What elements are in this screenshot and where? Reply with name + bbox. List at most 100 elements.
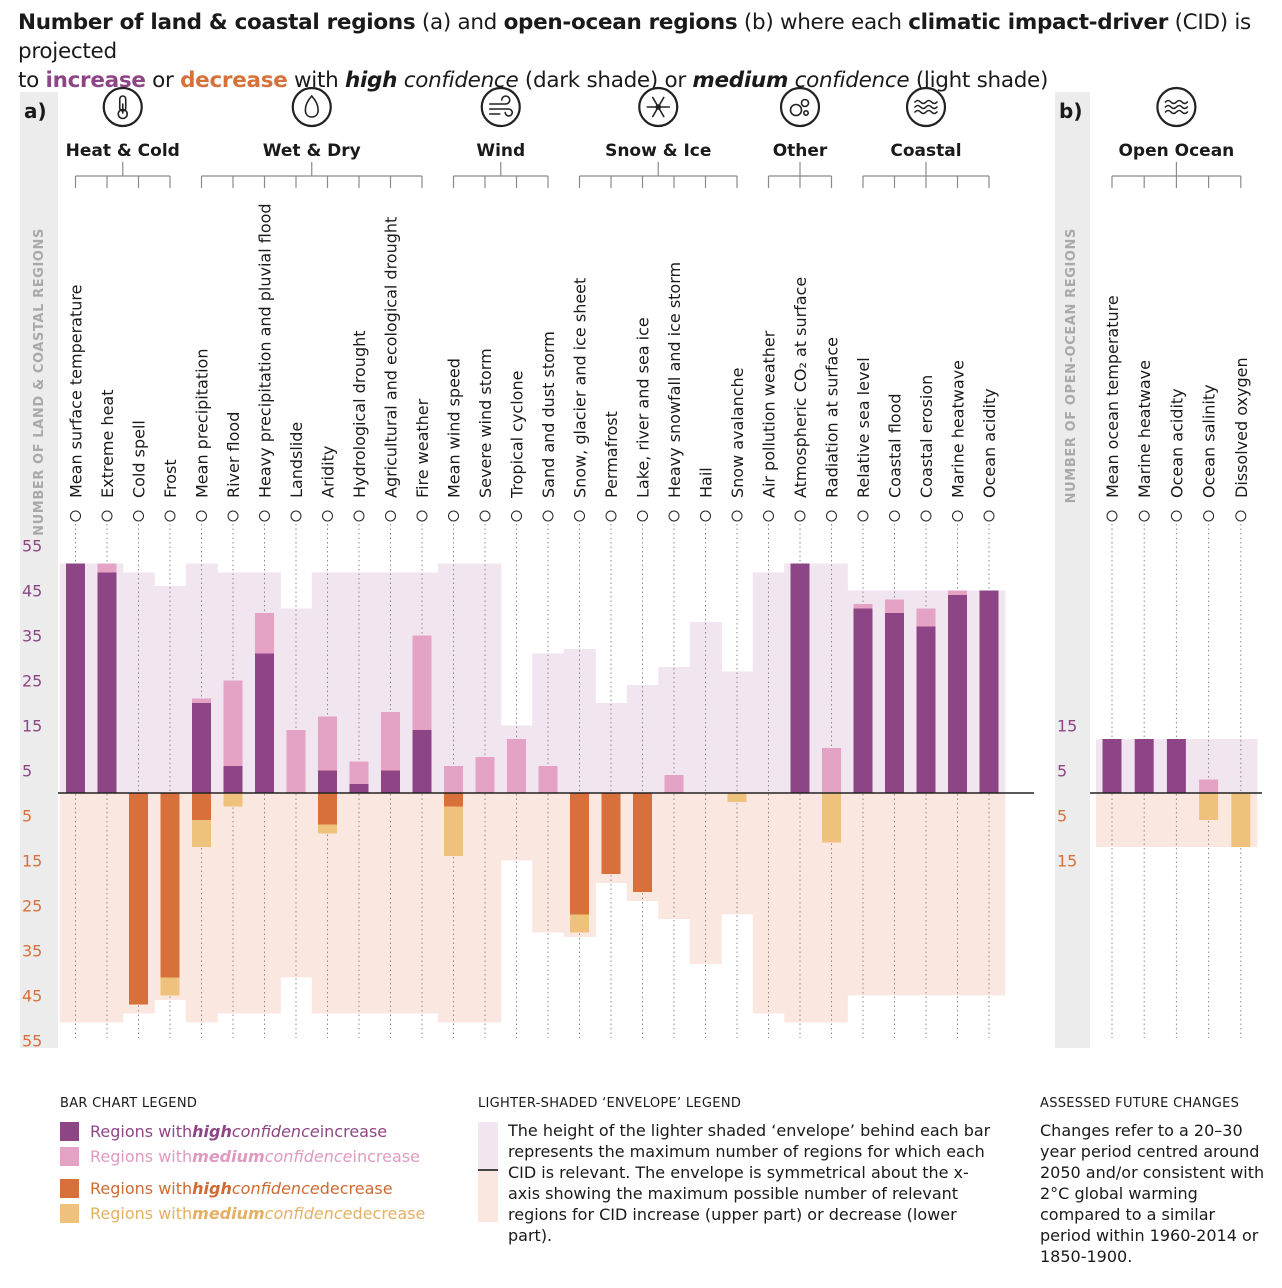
cid-label-agricultural-and-ecological-drought: Agricultural and ecological drought — [382, 217, 401, 498]
bar-medium-increase — [349, 761, 369, 784]
bar-medium-increase — [286, 730, 306, 793]
cid-label-hydrological-drought: Hydrological drought — [350, 330, 369, 498]
group-title: Heat & Cold — [66, 141, 180, 161]
y-axis-title-a: NUMBER OF LAND & COASTAL REGIONS — [32, 228, 47, 536]
bar-medium-decrease — [192, 820, 211, 847]
envelope-legend-text: The height of the lighter shaded ‘envelo… — [508, 1121, 991, 1245]
cid-marker-circle — [1138, 510, 1150, 522]
legend-medium-increase: Regions with medium confidence increase — [60, 1147, 420, 1166]
y-tick-label-increase: 5 — [1057, 762, 1067, 781]
cid-label-tropical-cyclone: Tropical cyclone — [508, 371, 527, 499]
bar-high-increase — [192, 703, 211, 793]
bubbles-icon — [779, 86, 821, 128]
envelope-legend: LIGHTER-SHADED ‘ENVELOPE’ LEGEND The hei… — [478, 1096, 1018, 1245]
cid-marker-circle — [952, 510, 963, 522]
bar-medium-increase — [318, 716, 337, 771]
cid-marker-circle — [1106, 510, 1118, 522]
cid-marker-circle — [605, 510, 617, 522]
bar-high-increase — [979, 590, 999, 793]
envelope-swatch-decrease — [478, 1170, 498, 1222]
chart-title: Number of land & coastal regions (a) and… — [18, 8, 1268, 95]
bar-high-decrease — [192, 793, 211, 820]
bar-high-decrease — [601, 793, 621, 874]
cid-marker-circle — [416, 510, 428, 522]
cid-marker-circle — [574, 510, 585, 522]
cid-label-mean-ocean-temperature: Mean ocean temperature — [1103, 295, 1122, 498]
bar-high-increase — [412, 730, 432, 793]
envelope-legend-title: LIGHTER-SHADED ‘ENVELOPE’ LEGEND — [478, 1096, 742, 1111]
cid-label-hail: Hail — [697, 467, 716, 498]
group-wind: Wind — [452, 86, 549, 188]
cid-marker-circle — [511, 510, 522, 522]
bar-medium-increase — [948, 590, 967, 595]
y-tick-label-increase: 5 — [22, 762, 32, 781]
panel-a: a)NUMBER OF LAND & COASTAL REGIONS554535… — [20, 86, 1034, 1051]
bar-high-decrease — [444, 793, 463, 807]
group-title: Open Ocean — [1118, 141, 1234, 161]
y-tick-label-decrease: 35 — [22, 942, 42, 961]
bar-medium-decrease — [223, 793, 243, 807]
y-tick-label-decrease: 15 — [22, 852, 42, 871]
bar-high-increase — [97, 572, 117, 793]
bar-medium-increase — [507, 739, 526, 793]
y-tick-label-increase: 35 — [22, 627, 42, 646]
wave-line — [914, 99, 938, 105]
cid-label-relative-sea-level: Relative sea level — [854, 357, 873, 498]
cid-marker-circle — [1203, 510, 1215, 522]
wave-line — [1164, 104, 1189, 110]
bar-medium-decrease — [1199, 793, 1219, 820]
cid-label-coastal-flood: Coastal flood — [886, 393, 905, 498]
swatch-medium-increase — [60, 1147, 79, 1166]
group-heat-cold: Heat & Cold — [66, 86, 180, 188]
cid-label-heavy-snowfall-and-ice-storm: Heavy snowfall and ice storm — [665, 262, 684, 498]
cid-label-ocean-acidity: Ocean acidity — [980, 388, 999, 498]
snowflake-icon — [638, 86, 679, 128]
cid-marker-circle — [164, 510, 176, 522]
cid-label-marine-heatwave: Marine heatwave — [949, 360, 968, 498]
envelope-decrease — [1095, 793, 1129, 847]
cid-marker-circle — [479, 510, 491, 522]
y-tick-label-decrease: 5 — [22, 807, 32, 826]
bar-medium-decrease — [1231, 793, 1251, 847]
wave-line — [914, 104, 938, 110]
y-axis-strip-a — [20, 92, 58, 1048]
cid-label-aridity: Aridity — [319, 446, 338, 498]
panel-label-a: a) — [24, 99, 47, 123]
wind-icon — [480, 86, 521, 128]
bar-medium-increase — [192, 698, 211, 703]
snowflake-arm — [651, 96, 665, 118]
envelope-increase — [595, 703, 628, 793]
bar-medium-increase — [223, 680, 243, 766]
bar-medium-increase — [885, 599, 904, 613]
legend-high-decrease: Regions with high confidence decrease — [60, 1179, 393, 1198]
icon-ring — [291, 86, 332, 128]
cid-marker-circle — [353, 510, 365, 522]
cid-label-atmospheric-co-at-surface: Atmospheric CO₂ at surface — [791, 277, 810, 498]
cid-label-severe-wind-storm: Severe wind storm — [476, 348, 495, 498]
y-axis-title-b: NUMBER OF OPEN-OCEAN REGIONS — [1064, 228, 1079, 503]
bar-high-increase — [885, 613, 904, 793]
bar-legend-title: BAR CHART LEGEND — [60, 1096, 198, 1111]
cid-marker-circle — [920, 510, 932, 522]
bar-medium-increase — [538, 766, 558, 793]
bar-medium-increase — [475, 757, 495, 793]
cid-label-sand-and-dust-storm: Sand and dust storm — [539, 331, 558, 498]
bar-medium-decrease — [822, 793, 841, 843]
wave-line — [1164, 109, 1189, 115]
group-title: Coastal — [890, 141, 961, 161]
wind-line-1 — [488, 95, 511, 105]
bar-high-increase — [853, 608, 873, 793]
legend-medium-decrease: Regions with medium confidence decrease — [60, 1204, 425, 1223]
envelope-decrease — [658, 793, 691, 919]
cid-label-extreme-heat: Extreme heat — [98, 390, 117, 499]
cid-marker-circle — [1235, 510, 1247, 522]
group-title: Wet & Dry — [263, 141, 361, 161]
bar-medium-increase — [1199, 779, 1219, 793]
y-tick-label-increase: 25 — [22, 672, 42, 691]
cid-marker-circle — [542, 510, 554, 522]
bubble-small — [802, 110, 809, 117]
y-tick-label-decrease: 5 — [1057, 807, 1067, 826]
group-title: Snow & Ice — [605, 141, 711, 161]
bar-high-increase — [1102, 739, 1122, 793]
